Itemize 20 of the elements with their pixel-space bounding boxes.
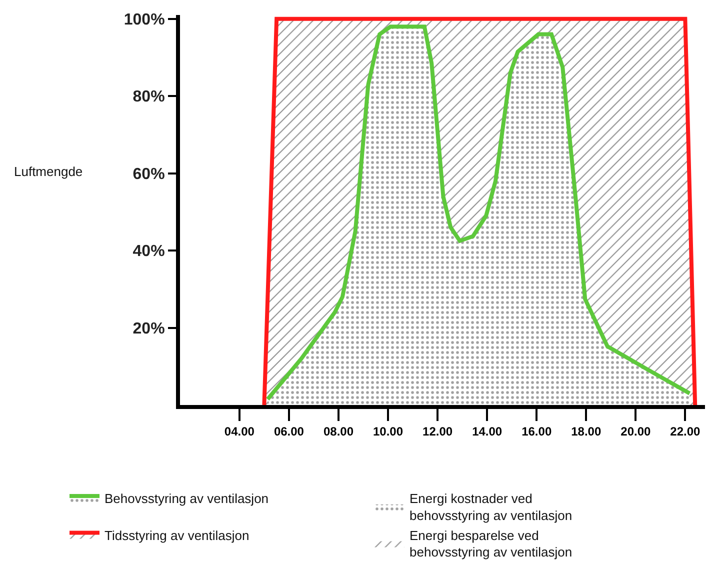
x-tick-label: 18.00 [571,424,602,438]
x-tick-label: 20.00 [620,424,651,438]
x-tick-label: 08.00 [323,424,354,438]
y-axis-title: Luftmengde [14,164,83,179]
x-tick-label: 14.00 [472,424,502,438]
legend-label: Behovsstyring av ventilasjon [104,491,269,506]
y-tick-label: 100% [124,11,165,28]
y-tick-label: 80% [132,88,165,106]
x-tick-label: 10.00 [373,424,404,438]
x-tick-label: 06.00 [274,424,304,438]
y-tick-label: 40% [132,243,165,260]
legend-label: Tidsstyring av ventilasjon [104,528,250,543]
text: Energi kostnader ved behovsstyring av ventilasjon [410,491,572,523]
y-tick-label: 60% [132,166,165,183]
x-tick-label: 12.00 [422,424,453,438]
x-tick-label: 22.00 [670,424,701,438]
text: Energi besparelse ved behovsstyring av ventilasjon [410,528,572,560]
x-tick-label: 16.00 [522,424,552,438]
x-tick-label: 04.00 [224,424,255,438]
y-tick-label: 20% [132,320,165,338]
